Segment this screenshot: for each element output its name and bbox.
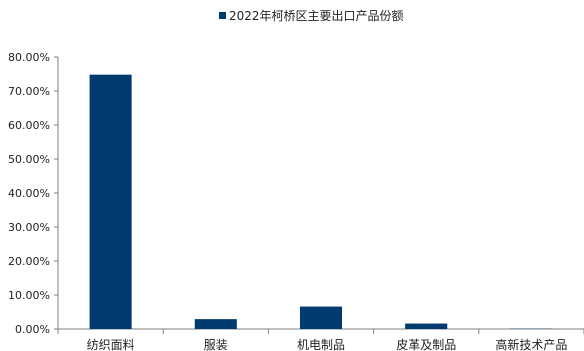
y-tick-label: 50.00% — [8, 153, 50, 166]
y-tick-label: 40.00% — [8, 187, 50, 200]
y-tick-label: 60.00% — [8, 119, 50, 132]
y-tick-label: 70.00% — [8, 85, 50, 98]
x-category-label: 纺织面料 — [87, 338, 135, 351]
x-category-label: 高新技术产品 — [495, 337, 567, 351]
y-tick-label: 0.00% — [15, 323, 50, 336]
bar — [299, 306, 343, 329]
legend-label: 2022年柯桥区主要出口产品份额 — [229, 9, 404, 23]
legend: 2022年柯桥区主要出口产品份额 — [219, 9, 404, 23]
y-tick-label: 10.00% — [8, 289, 50, 302]
bar — [194, 319, 237, 329]
y-axis: 0.00% 10.00% 20.00% 30.00% 40.00% 50.00% 60.00… — [8, 51, 59, 336]
bar — [89, 74, 132, 330]
x-category-label: 机电制品 — [297, 338, 345, 351]
x-category-label: 服装 — [204, 338, 228, 351]
x-axis: 纺织面料 服装 机电制品 皮革及制品 高新技术产品 — [57, 328, 584, 351]
bars — [89, 74, 553, 330]
bar — [405, 323, 448, 329]
y-tick-label: 20.00% — [8, 255, 50, 268]
legend-swatch — [219, 12, 226, 19]
y-tick-label: 30.00% — [8, 221, 50, 234]
x-category-label: 皮革及制品 — [396, 338, 456, 351]
y-tick-label: 80.00% — [8, 51, 50, 64]
